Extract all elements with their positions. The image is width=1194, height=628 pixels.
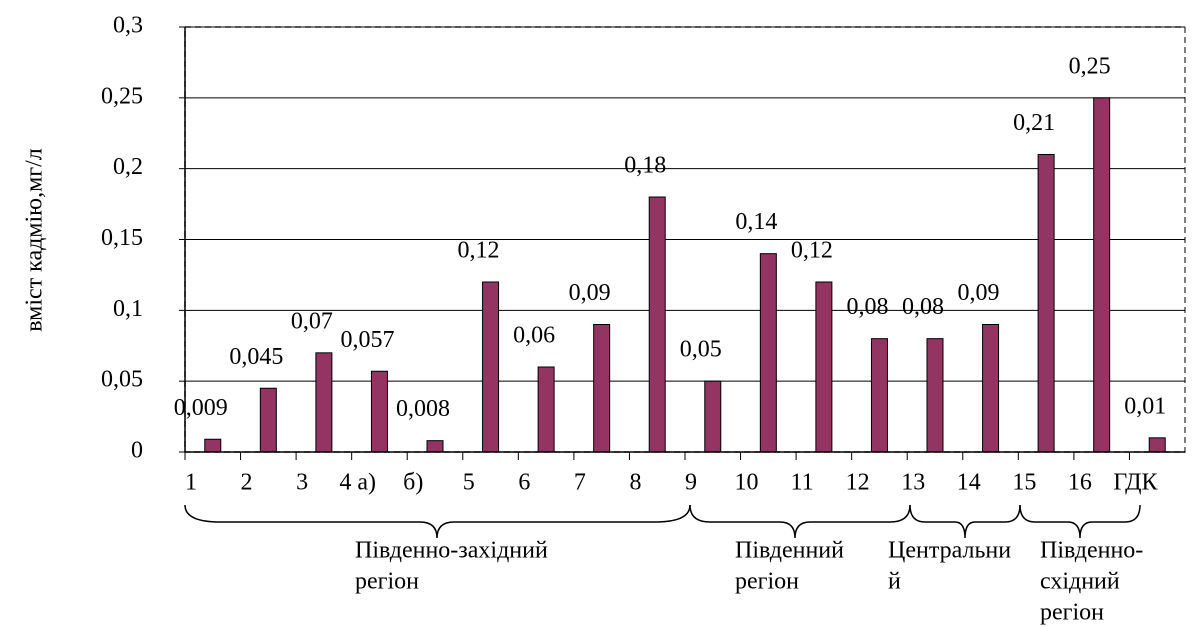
value-label: 0,12	[791, 238, 833, 264]
value-label: 0,14	[735, 209, 777, 235]
value-label: 0,057	[340, 327, 394, 353]
region-label: регіон	[1040, 600, 1104, 626]
region-label: Південний	[735, 538, 844, 564]
region-label: й	[888, 569, 901, 595]
region-label: Південно-західний	[355, 538, 548, 564]
y-tick-label: 0,3	[113, 13, 143, 39]
x-tick-label: б)	[403, 470, 423, 496]
region-label: регіон	[735, 569, 799, 595]
x-tick-label: 11	[791, 470, 814, 496]
value-label: 0,08	[846, 294, 888, 320]
value-label: 0,008	[396, 396, 450, 422]
x-tick-label: ГДК	[1113, 470, 1158, 496]
bar	[815, 281, 833, 453]
value-label: 0,009	[174, 395, 228, 421]
bar	[204, 438, 222, 453]
value-label: 0,08	[902, 294, 944, 320]
x-tick-label: 15	[1012, 470, 1036, 496]
bar	[537, 366, 555, 453]
bar	[704, 380, 722, 453]
x-tick-label: 4 а)	[339, 470, 376, 496]
bar	[426, 440, 444, 453]
x-tick-label: 16	[1068, 470, 1092, 496]
x-tick-label: 3	[296, 470, 308, 496]
value-label: 0,09	[569, 280, 611, 306]
x-tick-label: 12	[846, 470, 870, 496]
region-label: Південно-	[1040, 538, 1143, 564]
value-label: 0,18	[624, 153, 666, 179]
y-tick-label: 0,25	[101, 83, 143, 109]
bar	[926, 338, 944, 453]
value-label: 0,12	[458, 238, 500, 264]
value-label: 0,25	[1069, 53, 1111, 79]
region-braces	[184, 504, 1141, 539]
bar	[982, 324, 1000, 453]
value-label: 0,21	[1013, 110, 1055, 136]
y-tick-label: 0	[131, 438, 143, 464]
region-label: Центральни	[888, 538, 1011, 564]
value-label: 0,045	[229, 344, 283, 370]
bar	[482, 281, 500, 453]
x-tick-label: 14	[957, 470, 981, 496]
value-label: 0,01	[1124, 393, 1166, 419]
y-tick-label: 0,2	[113, 154, 143, 180]
y-axis-label: вміст кадмію,мг/л	[22, 148, 48, 332]
region-label: східний	[1040, 569, 1120, 595]
x-tick-label: 5	[463, 470, 475, 496]
bar	[870, 338, 888, 453]
bar	[1037, 154, 1055, 453]
bar	[593, 324, 611, 453]
x-tick-label: 9	[685, 470, 697, 496]
x-tick-label: 1	[185, 470, 197, 496]
bar	[1148, 437, 1166, 453]
y-tick-label: 0,15	[101, 225, 143, 251]
region-label: регіон	[355, 569, 419, 595]
value-label: 0,06	[513, 323, 555, 349]
x-tick-label: 6	[518, 470, 530, 496]
y-tick-label: 0,1	[113, 296, 143, 322]
bar	[315, 352, 333, 453]
bar	[370, 370, 388, 453]
x-tick-label: 13	[901, 470, 925, 496]
value-label: 0,09	[958, 280, 1000, 306]
bar	[648, 196, 666, 453]
x-tick-label: 8	[629, 470, 641, 496]
y-tick-label: 0,05	[101, 367, 143, 393]
bar	[259, 387, 277, 453]
value-label: 0,07	[291, 308, 333, 334]
x-tick-label: 2	[241, 470, 253, 496]
x-tick-label: 10	[735, 470, 759, 496]
value-label: 0,05	[680, 337, 722, 363]
bar	[759, 253, 777, 453]
x-tick-label: 7	[574, 470, 586, 496]
bar	[1093, 97, 1111, 453]
